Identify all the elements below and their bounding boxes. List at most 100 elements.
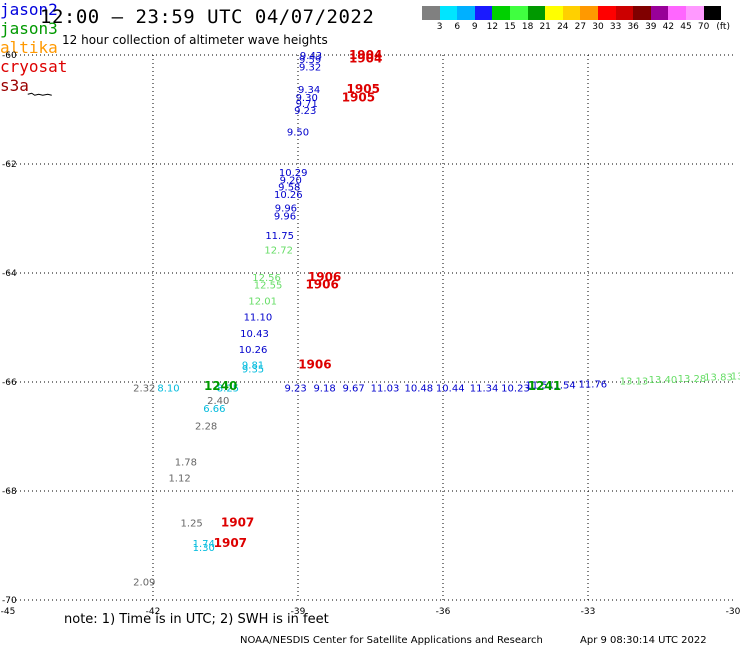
- swh-value-label: 2.28: [195, 421, 217, 432]
- color-swatch: [703, 6, 722, 20]
- swh-value-label: 9.50: [287, 128, 309, 139]
- x-tick-label: -42: [146, 607, 161, 617]
- color-swatch: [509, 6, 528, 20]
- swh-value-label: 9.96: [274, 212, 296, 223]
- pass-time-label: 1905: [342, 90, 375, 104]
- swh-value-label: 10.26: [239, 345, 268, 356]
- color-scale-label: 70: [697, 22, 710, 32]
- mission-label-jason3: jason3: [0, 19, 58, 38]
- swh-value-label: 9.43: [300, 51, 322, 62]
- color-swatch: [457, 6, 475, 20]
- swh-value-label: 9.59: [299, 55, 321, 66]
- color-scale-label: 24: [557, 22, 569, 32]
- pass-time-label: 1241: [528, 379, 561, 393]
- swh-value-label: 9.58: [278, 183, 300, 194]
- color-swatch: [562, 6, 581, 20]
- color-swatch: [439, 6, 458, 20]
- y-tick-label: -60: [2, 51, 17, 61]
- swh-value-label: 1.12: [168, 474, 190, 485]
- x-tick-label: -36: [436, 607, 451, 617]
- swh-value-label: 10.44: [436, 383, 465, 394]
- color-swatch: [615, 6, 634, 20]
- color-swatch: [580, 6, 598, 20]
- color-swatch: [527, 6, 546, 20]
- footer-note: note: 1) Time is in UTC; 2) SWH is in fe…: [64, 612, 329, 627]
- pass-time-label: 1906: [298, 357, 331, 371]
- swh-value-label: 2.32: [133, 383, 155, 394]
- color-scale-label: 36: [627, 22, 639, 32]
- swh-value-label: 9.23: [284, 383, 306, 394]
- swh-value-label: 2.09: [133, 577, 155, 588]
- color-scale-label: 42: [662, 22, 675, 32]
- y-tick-label: -68: [2, 487, 17, 497]
- mission-label-jason2: jason2: [0, 0, 58, 19]
- swh-value-label: 9.71: [296, 99, 318, 110]
- color-scale-label: 33: [609, 22, 622, 32]
- y-tick-label: -64: [2, 269, 17, 279]
- swh-value-label: 10.43: [240, 329, 269, 340]
- swh-value-label: 9.30: [296, 93, 318, 104]
- mission-label-altika: altika: [0, 38, 58, 57]
- swh-value-label: 11.10: [244, 312, 273, 323]
- swh-value-label: 11.54: [547, 381, 576, 392]
- color-swatch: [668, 6, 686, 20]
- color-scale-label: 9: [471, 22, 478, 32]
- color-scale-label: 15: [504, 22, 516, 32]
- swh-value-label: 6.66: [203, 404, 225, 415]
- swh-value-label: 1.25: [181, 518, 203, 529]
- swh-value-label: 1.30: [193, 543, 215, 554]
- y-tick-label: -66: [2, 378, 17, 388]
- color-scale-label: 39: [645, 22, 657, 32]
- swh-value-label: 12.01: [248, 297, 277, 308]
- swh-value-label: 9.34: [298, 85, 320, 96]
- x-tick-label: -30: [726, 607, 740, 617]
- swh-value-label: 10.23: [501, 383, 530, 394]
- y-tick-label: -70: [2, 596, 17, 606]
- swh-value-label: 8.10: [157, 383, 179, 394]
- swh-value-label: 1.74: [193, 539, 215, 550]
- swh-value-label: 11.76: [579, 379, 608, 390]
- color-swatch: [492, 6, 510, 20]
- coastline-fragment: [27, 92, 52, 96]
- color-swatch: [597, 6, 616, 20]
- pass-time-label: 1907: [214, 536, 247, 550]
- pass-time-label: 1907: [221, 515, 254, 529]
- pass-time-label: 1240: [204, 379, 237, 393]
- swh-value-label: 9.81: [242, 360, 264, 371]
- swh-value-label: 9.96: [275, 203, 297, 214]
- color-scale-label: 27: [574, 22, 587, 32]
- color-scale-label: 12: [486, 22, 499, 32]
- swh-value-label: 12.56: [252, 273, 281, 284]
- swh-value-label: 11.03: [371, 383, 400, 394]
- color-swatch: [474, 6, 493, 20]
- swh-value-label: 9.67: [342, 383, 364, 394]
- swh-value-label: 2.40: [207, 396, 229, 407]
- pass-time-label: 1904: [349, 52, 382, 66]
- mission-label-cryosat: cryosat: [0, 57, 68, 76]
- x-tick-label: -45: [1, 607, 16, 617]
- color-swatch: [633, 6, 651, 20]
- pass-time-label: 1904: [349, 48, 382, 62]
- color-scale-label: 21: [539, 22, 551, 32]
- pass-time-label: 1906: [308, 270, 341, 284]
- swh-value-label: 13.40: [649, 375, 678, 386]
- color-scale-label: 3: [436, 22, 443, 32]
- swh-value-label: 13.83: [704, 372, 733, 383]
- swh-value-label: 9.35: [242, 365, 264, 376]
- swh-value-label: 10.26: [274, 190, 303, 201]
- swh-value-label: 8.25: [217, 383, 239, 394]
- swh-value-label: 11.51: [525, 381, 554, 392]
- swh-value-label: 9.32: [299, 62, 321, 73]
- swh-value-label: 13.44: [731, 371, 740, 382]
- chart-subtitle: 12 hour collection of altimeter wave hei…: [62, 33, 328, 47]
- color-swatch: [650, 6, 669, 20]
- color-swatch: [422, 6, 440, 20]
- swh-value-label: 1.78: [175, 457, 197, 468]
- pass-time-label: 1905: [347, 82, 380, 96]
- mission-label-s3a: s3a: [0, 76, 29, 95]
- swh-value-label: 11.34: [470, 383, 499, 394]
- color-scale-unit: (ft): [716, 22, 730, 32]
- swh-value-label: 13.28: [678, 374, 707, 385]
- color-swatch: [685, 6, 704, 20]
- credit-text: NOAA/NESDIS Center for Satellite Applica…: [240, 635, 543, 646]
